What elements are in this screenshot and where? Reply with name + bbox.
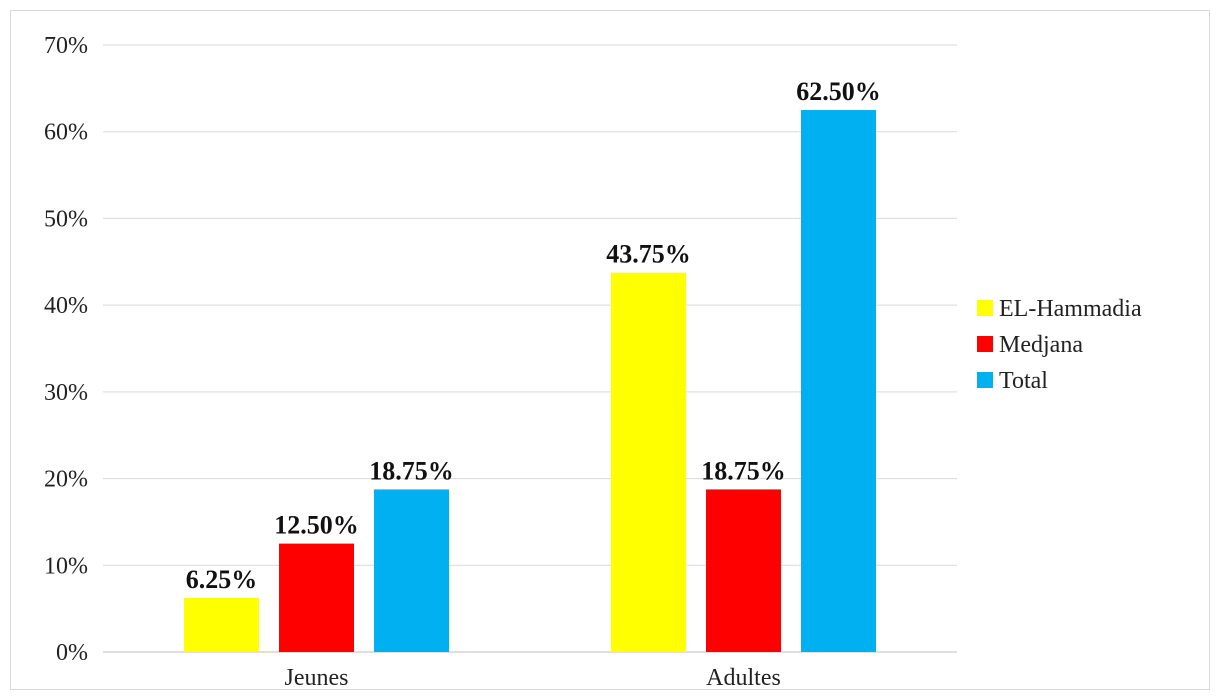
legend-swatch-medjana	[977, 336, 993, 352]
y-tick-label: 70%	[44, 33, 88, 59]
y-tick-label: 10%	[44, 553, 88, 579]
legend-swatch-total	[977, 372, 993, 388]
x-category-label: Jeunes	[285, 665, 349, 691]
data-label: 12.50%	[274, 511, 359, 540]
bar-el-hammadia-adultes	[611, 272, 686, 652]
y-tick-label: 30%	[44, 380, 88, 406]
data-labels: 6.25% 12.50% 18.75% 43.75% 18.75% 62.50%	[186, 77, 881, 594]
y-tick-label: 50%	[44, 206, 88, 232]
y-tick-label: 40%	[44, 293, 88, 319]
bar-medjana-jeunes	[279, 543, 354, 652]
data-label: 6.25%	[186, 565, 258, 594]
y-tick-label: 0%	[56, 640, 88, 666]
chart-frame	[10, 10, 1210, 690]
y-axis-tick-labels: 0% 10% 20% 30% 40% 50% 60% 70%	[44, 33, 88, 666]
legend-swatch-el-hammadia	[977, 300, 993, 316]
bars	[184, 110, 876, 653]
legend-label: Total	[999, 368, 1048, 394]
bar-medjana-adultes	[706, 489, 781, 652]
x-category-label: Adultes	[706, 665, 781, 691]
legend-label: Medjana	[999, 332, 1083, 358]
y-tick-label: 60%	[44, 120, 88, 146]
legend: EL-Hammadia Medjana Total	[977, 296, 1142, 394]
data-label: 62.50%	[796, 77, 881, 106]
data-label: 18.75%	[701, 456, 786, 485]
y-tick-label: 20%	[44, 467, 88, 493]
bar-el-hammadia-jeunes	[184, 597, 259, 652]
bar-total-adultes	[801, 110, 876, 653]
x-axis-category-labels: Jeunes Adultes	[285, 665, 781, 691]
data-label: 18.75%	[369, 456, 454, 485]
data-label: 43.75%	[606, 240, 691, 269]
legend-label: EL-Hammadia	[999, 296, 1142, 322]
bar-total-jeunes	[374, 489, 449, 652]
